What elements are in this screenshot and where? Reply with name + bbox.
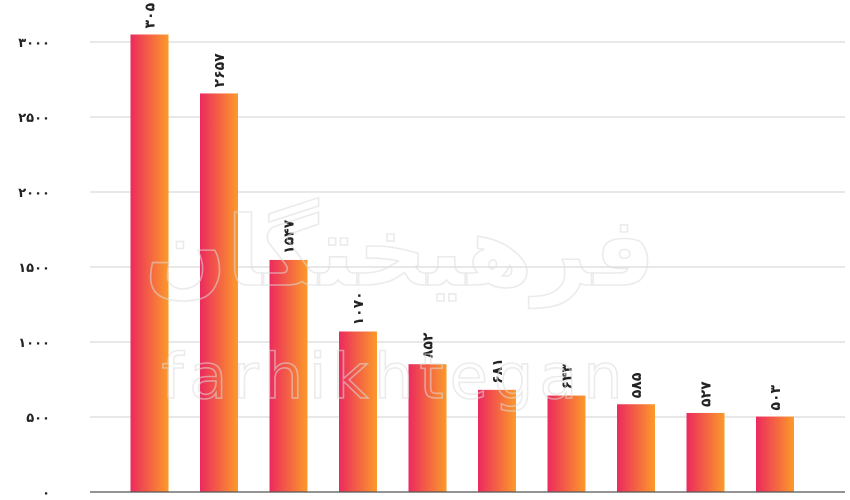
bar-value-label: ۸۵۲ [421,332,437,358]
bar-value-label: ۱۰۷۰ [351,291,367,325]
bar [269,259,308,492]
watermark-brand-latin: farhikhtegan [161,340,628,413]
y-tick-label: ۲۰۰۰ [18,186,50,201]
data-labels: ۳۰۵۰ ۲۶۵۷ ۱۵۴۷ ۱۰۷۰ ۸۵۲ ۶۸۱ ۶۴۳ ۵۸۵ ۵۲۷ ۵۰۳ [143,0,785,411]
y-tick-label: ۱۰۰۰ [18,336,50,351]
bar-value-label: ۵۸۵ [629,372,645,398]
bar [408,364,447,492]
bar-value-label: ۲۶۵۷ [212,53,228,88]
bars [130,34,794,492]
bar [617,404,655,492]
bar [339,331,377,492]
bar-value-label: ۶۸۱ [490,358,506,384]
bar-value-label: ۵۲۷ [699,381,715,407]
bar [756,416,794,492]
bar-value-label: ۳۰۵۰ [143,0,159,29]
bar-value-label: ۱۵۴۷ [282,219,298,254]
watermark-brand-fa: فرهیختگان [145,196,656,308]
bar-value-label: ۶۴۳ [560,363,576,389]
y-tick-label: ۵۰۰ [26,411,50,426]
y-axis-ticks: ۰ ۵۰۰ ۱۰۰۰ ۱۵۰۰ ۲۰۰۰ ۲۵۰۰ ۳۰۰۰ [18,36,50,500]
bar [478,389,516,492]
bar [200,93,238,492]
y-tick-label: ۳۰۰۰ [18,36,50,51]
bar-value-label: ۵۰۳ [768,384,784,410]
y-tick-label: ۰ [42,486,50,500]
bar [547,395,586,492]
y-tick-label: ۱۵۰۰ [18,261,50,276]
watermark: فرهیختگان farhikhtegan [144,195,656,414]
bar [686,412,725,492]
y-tick-label: ۲۵۰۰ [18,111,50,126]
bar [130,34,169,492]
